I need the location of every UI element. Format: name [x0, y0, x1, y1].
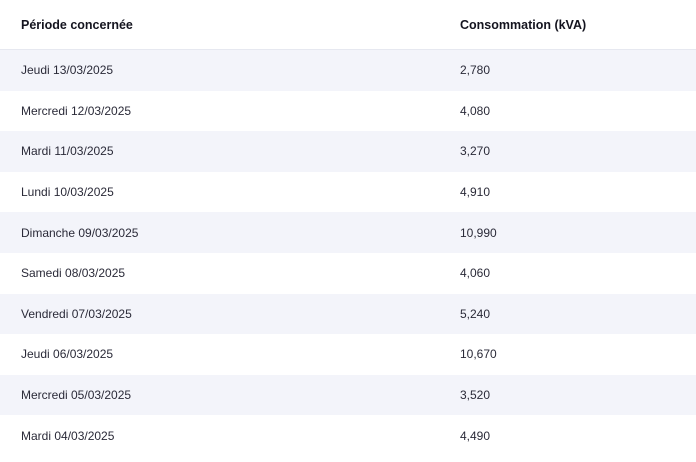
period-cell: Mardi 04/03/2025 [21, 428, 115, 443]
period-cell: Jeudi 06/03/2025 [21, 347, 114, 362]
consumption-cell: 4,080 [460, 103, 491, 118]
period-cell: Jeudi 13/03/2025 [21, 63, 114, 78]
period-column-header[interactable]: Période concernée [21, 17, 133, 32]
table-row: Samedi 08/03/2025 4,060 [0, 252, 696, 294]
consumption-cell: 10,670 [460, 347, 497, 362]
consumption-cell: 10,990 [460, 225, 497, 240]
consumption-cell: 4,490 [460, 428, 491, 443]
period-cell: Dimanche 09/03/2025 [21, 225, 139, 240]
table-row: Jeudi 13/03/2025 2,780 [0, 50, 696, 91]
consumption-cell: 2,780 [460, 63, 491, 78]
table-row: Mardi 11/03/2025 3,270 [0, 131, 696, 172]
table-row: Vendredi 07/03/2025 5,240 [0, 293, 696, 335]
period-cell: Lundi 10/03/2025 [21, 185, 114, 200]
period-cell: Vendredi 07/03/2025 [21, 306, 132, 321]
consumption-cell: 4,910 [460, 185, 491, 200]
consumption-column-header[interactable]: Consommation (kVA) [460, 17, 587, 32]
period-cell: Mercredi 05/03/2025 [21, 388, 132, 403]
table-row: Dimanche 09/03/2025 10,990 [0, 212, 696, 253]
period-cell: Mercredi 12/03/2025 [21, 103, 132, 118]
table-header-row: Période concernée Consommation (kVA) [0, 0, 696, 50]
table-row: Jeudi 06/03/2025 10,670 [0, 334, 696, 375]
table-body: Jeudi 13/03/2025 2,780 Mercredi 12/03/20… [0, 50, 696, 456]
table-row: Lundi 10/03/2025 4,910 [0, 171, 696, 213]
consumption-cell: 3,520 [460, 388, 491, 403]
consumption-cell: 3,270 [460, 144, 491, 159]
table-row: Mardi 04/03/2025 4,490 [0, 415, 696, 456]
period-cell: Mardi 11/03/2025 [21, 144, 114, 159]
table-row: Mercredi 05/03/2025 3,520 [0, 374, 696, 416]
consumption-cell: 5,240 [460, 306, 491, 321]
consumption-cell: 4,060 [460, 266, 491, 281]
table-row: Mercredi 12/03/2025 4,080 [0, 90, 696, 132]
period-cell: Samedi 08/03/2025 [21, 266, 126, 281]
